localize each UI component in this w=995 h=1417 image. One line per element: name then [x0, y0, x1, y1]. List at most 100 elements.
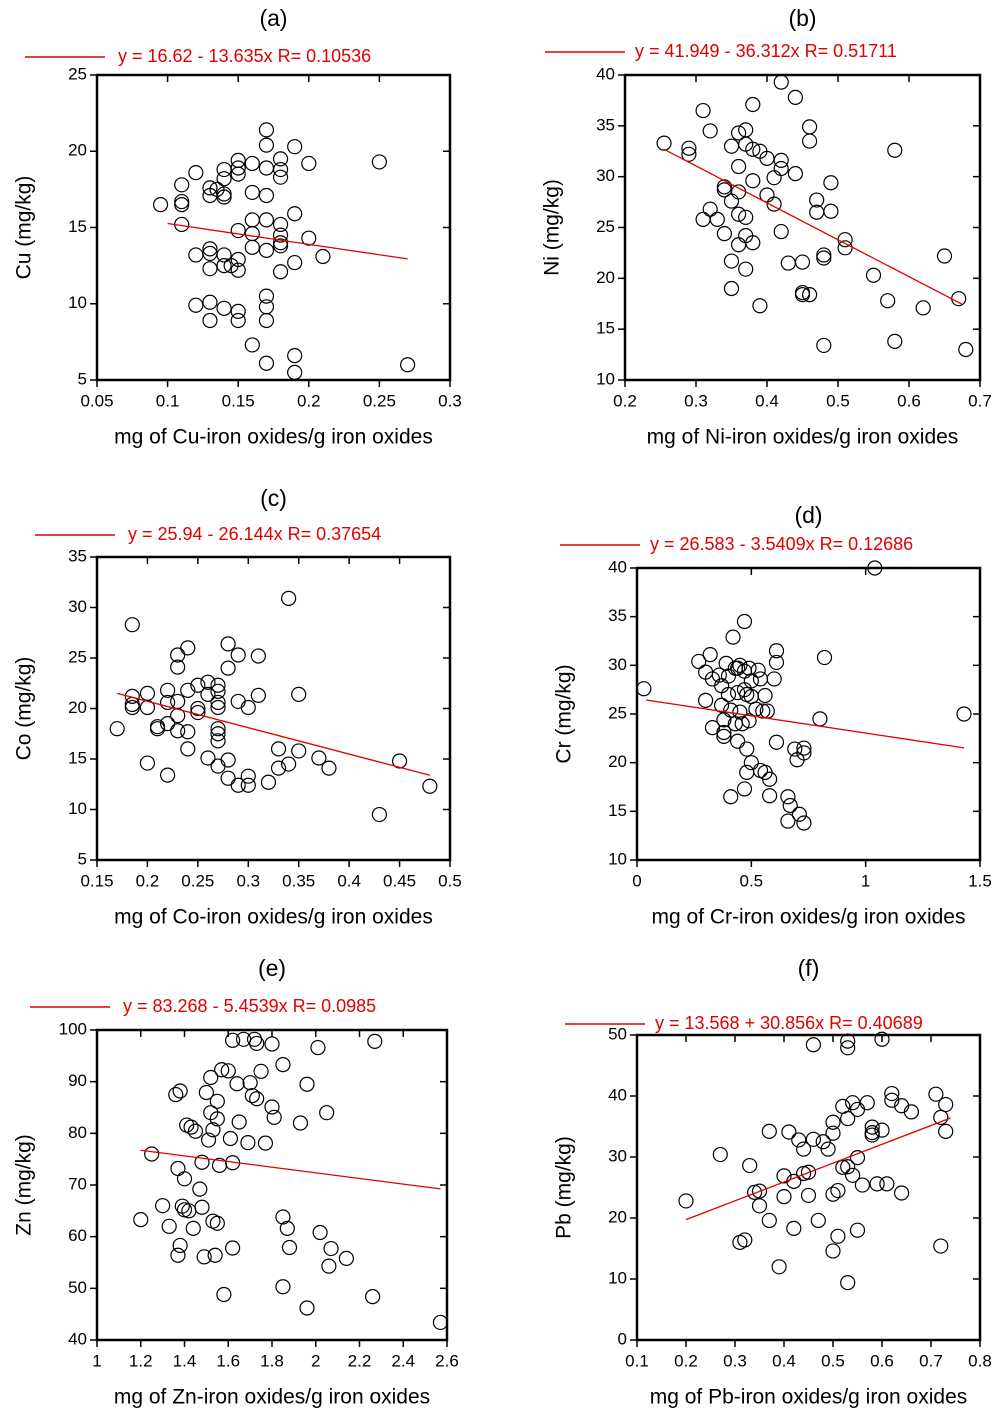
legend-label: y = 83.268 - 5.4539x R= 0.0985: [123, 996, 376, 1016]
y-tick-label: 35: [68, 546, 87, 565]
data-point: [825, 1243, 841, 1259]
data-point: [240, 777, 256, 793]
data-point: [230, 647, 246, 663]
fit-line: [117, 692, 430, 776]
data-point: [210, 683, 226, 699]
data-point: [780, 813, 796, 829]
data-point: [250, 648, 266, 664]
y-tick-label: 30: [608, 1146, 627, 1165]
data-point: [192, 1181, 208, 1197]
y-tick-label: 50: [68, 1278, 87, 1297]
data-point: [879, 1176, 895, 1192]
data-point: [216, 171, 232, 187]
data-point: [270, 741, 287, 757]
data-point: [301, 230, 317, 246]
data-point: [188, 297, 204, 313]
data-point: [815, 1134, 831, 1150]
data-point: [432, 1314, 449, 1331]
data-point: [805, 1131, 822, 1147]
data-point: [796, 815, 812, 831]
data-point: [766, 671, 782, 687]
data-point: [422, 778, 438, 794]
x-tick-label: 0.2: [613, 391, 637, 410]
y-axis-label: Pb (mg/kg): [553, 1136, 576, 1239]
data-point: [830, 1228, 846, 1244]
data-point: [859, 1095, 875, 1111]
data-point: [170, 723, 186, 739]
data-point: [272, 235, 289, 251]
data-point: [816, 247, 832, 263]
y-tick-label: 35: [596, 115, 615, 134]
x-tick-label: 0.6: [870, 1351, 894, 1370]
data-point: [849, 1150, 866, 1166]
data-point: [780, 789, 796, 805]
fit-line: [167, 222, 408, 260]
data-point: [773, 74, 789, 90]
data-point: [220, 752, 236, 768]
data-point: [180, 682, 196, 698]
data-point: [745, 141, 761, 157]
data-point: [188, 247, 204, 263]
data-point: [830, 1182, 846, 1199]
data-point: [636, 681, 652, 697]
y-axis-label: Cu (mg/kg): [13, 176, 36, 280]
data-point: [270, 760, 287, 776]
data-point: [956, 706, 972, 722]
data-point: [139, 685, 156, 701]
data-point: [258, 212, 275, 228]
y-tick-label: 5: [78, 369, 87, 388]
data-point: [170, 1160, 186, 1177]
data-point: [714, 697, 730, 713]
data-point: [264, 1036, 280, 1052]
data-point: [750, 662, 766, 678]
data-point: [272, 227, 289, 243]
data-point: [200, 1132, 217, 1148]
data-point: [365, 1288, 381, 1305]
data-point: [780, 255, 796, 271]
data-point: [170, 693, 186, 710]
data-point: [258, 242, 275, 258]
data-point: [216, 186, 232, 202]
legend-label: y = 41.949 - 36.312x R= 0.51711: [635, 41, 897, 61]
y-tick-label: 20: [68, 698, 87, 717]
data-point: [730, 733, 746, 749]
data-point: [323, 1240, 339, 1257]
data-point: [210, 694, 226, 711]
data-point: [391, 753, 408, 769]
x-tick-label: 0.15: [222, 391, 255, 410]
data-point: [893, 1185, 910, 1201]
data-point: [198, 1084, 214, 1101]
x-tick-label: 0.3: [684, 391, 708, 410]
data-point: [249, 1035, 265, 1052]
data-point: [771, 1259, 787, 1275]
data-point: [400, 357, 416, 373]
y-tick-label: 10: [608, 1268, 627, 1287]
data-point: [258, 312, 275, 329]
y-tick-label: 25: [596, 217, 615, 236]
data-point: [739, 741, 755, 757]
x-tick-label: 0.25: [363, 391, 396, 410]
data-point: [287, 348, 303, 364]
data-point: [736, 781, 753, 797]
data-point: [768, 654, 785, 671]
data-point: [371, 806, 387, 823]
data-point: [709, 211, 725, 227]
y-axis-label: Co (mg/kg): [13, 657, 36, 761]
data-point: [903, 1104, 920, 1120]
data-point: [185, 1220, 201, 1237]
data-point: [310, 1039, 326, 1056]
data-point: [176, 1171, 193, 1187]
data-point: [152, 197, 169, 213]
data-point: [816, 337, 832, 354]
data-point: [840, 1040, 856, 1056]
data-point: [745, 235, 761, 251]
x-tick-label: 1: [92, 1351, 101, 1370]
data-point: [194, 1154, 210, 1170]
data-point: [258, 355, 275, 371]
data-point: [230, 251, 246, 268]
data-point: [210, 699, 226, 716]
data-point: [281, 590, 297, 607]
data-point: [275, 1057, 291, 1073]
data-point: [887, 142, 903, 158]
data-point: [287, 206, 303, 222]
